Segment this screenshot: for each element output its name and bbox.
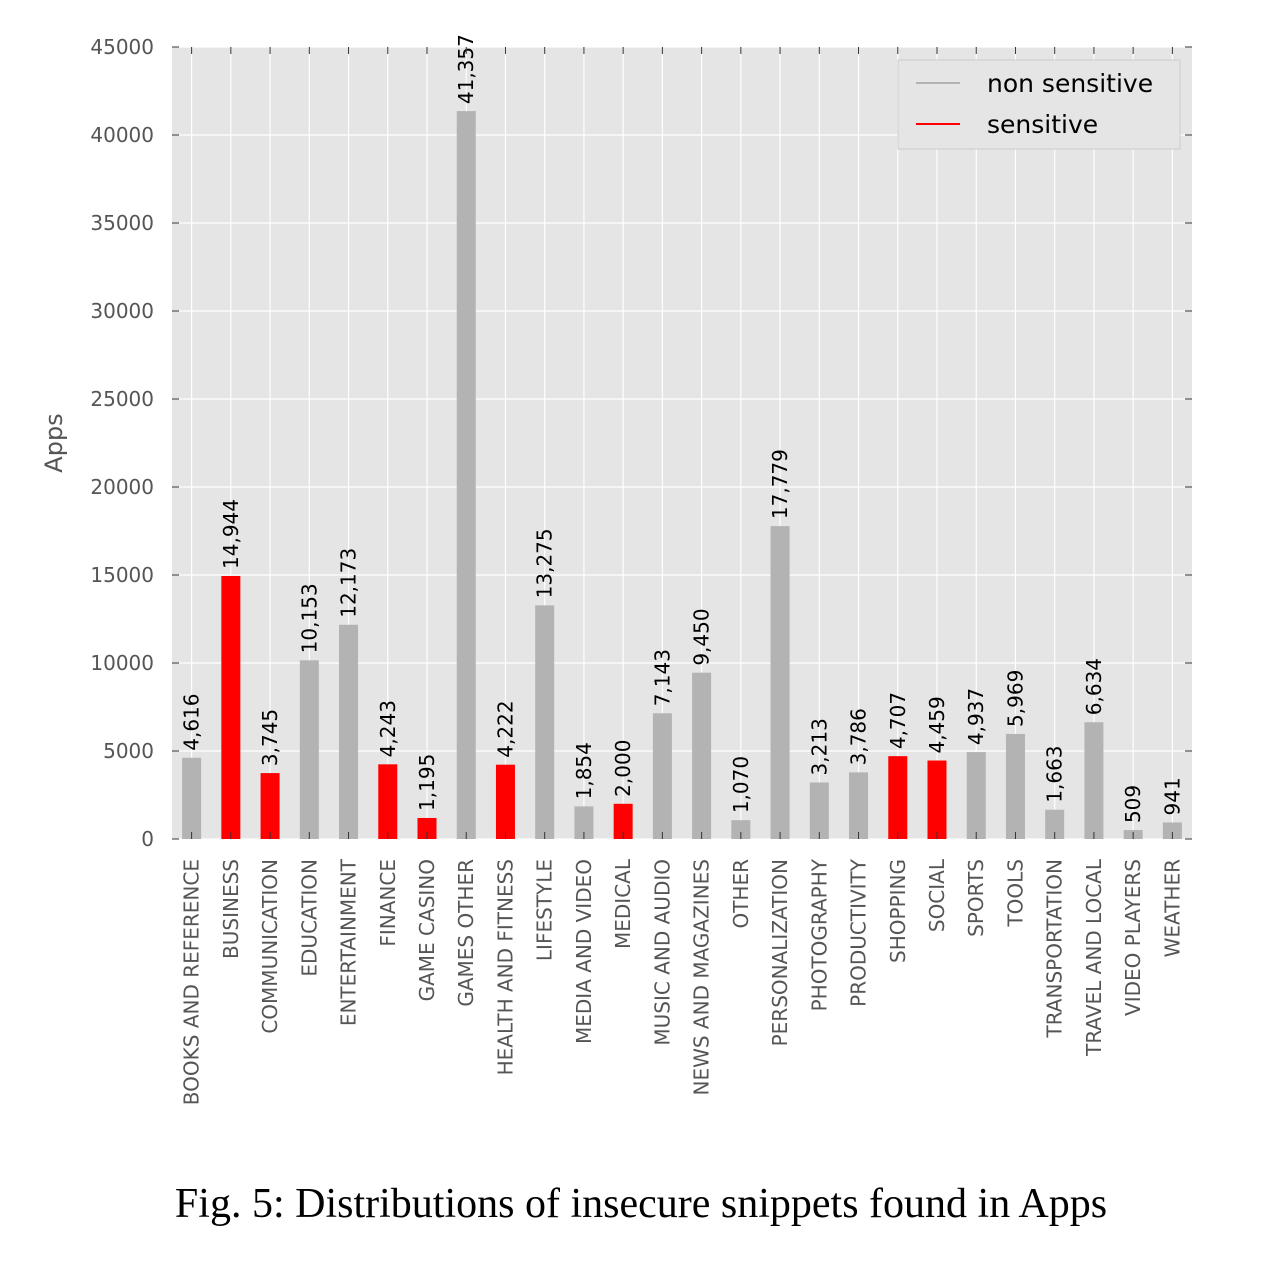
data-label: 4,937 [964, 688, 988, 745]
y-tick-label: 15000 [90, 563, 154, 587]
bar [966, 752, 986, 839]
x-tick-label: LIFESTYLE [533, 859, 557, 961]
x-tick-label: HEALTH AND FITNESS [493, 859, 517, 1075]
bar [378, 764, 398, 839]
x-tick-label: EDUCATION [297, 859, 321, 977]
figure-caption: Fig. 5: Distributions of insecure snippe… [174, 1181, 1108, 1227]
bar [260, 773, 280, 839]
x-tick-label: PHOTOGRAPHY [807, 858, 831, 1011]
bar [849, 772, 869, 839]
bar [1162, 822, 1182, 839]
legend-label-non-sensitive: non sensitive [987, 69, 1153, 98]
legend: non sensitive sensitive [897, 59, 1181, 150]
bar [339, 624, 359, 839]
data-label: 2,000 [611, 740, 635, 797]
bar [1084, 722, 1104, 839]
x-tick-label: GAMES OTHER [454, 859, 478, 1007]
data-label: 12,173 [337, 548, 361, 618]
plot-area [172, 47, 1192, 839]
bars: 4,616 14,944 3,745 10,153 12,173 4,243 1,195 41… [180, 34, 1184, 839]
x-tick-label: MEDIA AND VIDEO [572, 859, 596, 1044]
x-tick-label: FINANCE [376, 859, 400, 947]
data-label: 1,854 [572, 742, 596, 799]
bar [613, 803, 633, 839]
bar [1005, 733, 1025, 839]
data-label: 14,944 [219, 499, 243, 569]
x-tick-label: NEWS AND MAGAZINES [690, 859, 714, 1095]
data-label: 509 [1121, 785, 1145, 823]
x-tick-label: ENTERTAINMENT [337, 858, 361, 1026]
y-tick-label: 10000 [90, 651, 154, 675]
data-label: 4,222 [493, 700, 517, 757]
x-tick-label: SHOPPING [886, 859, 910, 963]
y-tick-label: 40000 [90, 123, 154, 147]
bar [221, 575, 241, 839]
bar [182, 757, 202, 839]
y-tick-label: 20000 [90, 475, 154, 499]
x-tick-label: MEDICAL [611, 858, 635, 949]
x-tick-label: MUSIC AND AUDIO [650, 859, 674, 1046]
data-label: 9,450 [690, 608, 714, 665]
data-label: 3,745 [258, 709, 282, 766]
data-label: 5,969 [1003, 670, 1027, 727]
y-tick-label: 25000 [90, 387, 154, 411]
data-label: 4,616 [180, 693, 204, 750]
y-tick-label: 30000 [90, 299, 154, 323]
x-tick-label: TRAVEL AND LOCAL [1082, 858, 1106, 1057]
bar [888, 756, 908, 839]
data-label: 13,275 [533, 528, 557, 598]
bar [417, 817, 437, 839]
bar [495, 764, 515, 839]
bar [456, 111, 476, 839]
y-axis-ticks: 0 5000 10000 15000 20000 25000 30000 35000 40000… [90, 35, 1192, 851]
bar [535, 605, 555, 839]
bar [731, 820, 751, 839]
data-label: 3,786 [847, 708, 871, 765]
x-tick-label: BUSINESS [219, 859, 243, 959]
data-label: 1,663 [1043, 745, 1067, 802]
data-label: 4,707 [886, 692, 910, 749]
x-tick-label: BOOKS AND REFERENCE [180, 859, 204, 1105]
x-tick-label: PRODUCTIVITY [847, 858, 871, 1007]
x-tick-label: GAME CASINO [415, 859, 439, 1001]
y-tick-label: 0 [141, 827, 154, 851]
bar [692, 672, 712, 839]
x-tick-label: VIDEO PLAYERS [1121, 859, 1145, 1016]
x-tick-label: TRANSPORTATION [1043, 859, 1067, 1039]
bar [574, 806, 594, 839]
data-label: 4,459 [925, 696, 949, 753]
y-tick-label: 5000 [103, 739, 154, 763]
data-label: 7,143 [650, 649, 674, 706]
data-label: 6,634 [1082, 658, 1106, 715]
bar [652, 713, 672, 839]
data-label: 4,243 [376, 700, 400, 757]
bar [299, 660, 319, 839]
data-label: 941 [1160, 777, 1184, 815]
bar [1045, 809, 1065, 839]
data-label: 10,153 [297, 583, 321, 653]
y-tick-label: 35000 [90, 211, 154, 235]
bar [927, 760, 947, 839]
y-axis-title: Apps [40, 413, 68, 472]
legend-label-sensitive: sensitive [987, 110, 1098, 139]
data-label: 1,070 [729, 756, 753, 813]
data-label: 41,357 [454, 34, 478, 104]
x-tick-label: COMMUNICATION [258, 859, 282, 1034]
x-tick-label: TOOLS [1003, 859, 1027, 928]
data-label: 3,213 [807, 718, 831, 775]
data-label: 17,779 [768, 449, 792, 519]
x-tick-label: OTHER [729, 859, 753, 929]
x-axis-ticks: BOOKS AND REFERENCE BUSINESS COMMUNICATION… [180, 47, 1184, 1105]
bar [809, 782, 829, 839]
x-tick-label: SOCIAL [925, 858, 949, 932]
x-tick-label: PERSONALIZATION [768, 859, 792, 1046]
bar [770, 526, 790, 839]
y-tick-label: 45000 [90, 35, 154, 59]
data-label: 1,195 [415, 754, 439, 811]
legend-box [897, 59, 1181, 150]
x-tick-label: WEATHER [1160, 859, 1184, 957]
x-tick-label: SPORTS [964, 859, 988, 937]
